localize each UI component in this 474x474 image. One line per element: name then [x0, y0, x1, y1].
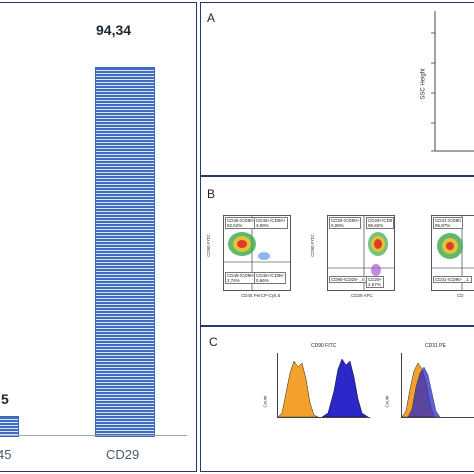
gate-ul-2: CD29-/CD90+ 0,08% [329, 217, 362, 229]
histogram-2-title: CD31 PE [425, 343, 446, 349]
dot-plot-cd29-cd90: CD29-/CD90+ 0,08% CD29+/CD9 96,92% CD90-… [327, 215, 395, 291]
ssc-height-label: SSC Height [420, 68, 427, 100]
gate-ur-2: CD29+/CD9 96,92% [366, 217, 395, 229]
histogram-1-title: CD90 FITC [311, 343, 337, 349]
scatter-axes [431, 11, 474, 152]
dot-plot-2-x-label: CD29 APC [351, 293, 373, 298]
gate-ur-1: CD45+/CD90+ 3,99% [254, 217, 288, 229]
dot-plot-cd31-cd90: CD31-/CD90 95,87% CD31-/CD90- , 1, [431, 215, 474, 291]
cd29-bar-value: 94,34 [96, 22, 132, 38]
panel-c: C CD90 FITC Count CD31 PE Count [200, 326, 474, 472]
dot-plot-1-y-label: CD90 FITC [205, 234, 211, 257]
dot-plot-2-y-label: CD90 FITC [309, 234, 315, 257]
histogram-2-y-label: Count [384, 395, 390, 408]
x-axis-line [0, 435, 187, 436]
cd45-bar [0, 415, 19, 437]
cd45-bar-value: 5 [1, 391, 9, 407]
panel-a-letter: A [207, 11, 216, 25]
cd29-category-label: CD29 [106, 447, 140, 462]
panel-c-letter: C [209, 335, 218, 349]
gate-ul-1: CD45-/CD90+ 92,62% [225, 217, 258, 229]
panel-b: B CD45-/CD90+ 92,62% CD45+/CD90+ 3,99% C… [200, 176, 474, 326]
dot-plot-cd45-cd90: CD45-/CD90+ 92,62% CD45+/CD90+ 3,99% CD4… [223, 215, 291, 291]
gate-ul-3: CD31-/CD90 95,87% [433, 217, 463, 229]
histogram-cd90 [277, 353, 370, 418]
bar-chart-panel: 94,34 5 45 CD29 [0, 2, 197, 472]
histogram-1-y-label: Count [262, 395, 268, 408]
cd29-bar [95, 67, 155, 437]
gate-lr-2: CD29+ 2,67% [366, 276, 385, 288]
panel-a: A SSC Height [200, 2, 474, 176]
panel-b-letter: B [207, 187, 216, 201]
gate-ll-3: CD31-/CD90- , 1, [433, 276, 472, 283]
dot-plot-3-x-label: CD [457, 293, 464, 298]
gate-lr-1: CD45+/CD90- 0,66% [254, 272, 287, 284]
cd45-category-label: 45 [0, 447, 12, 462]
histogram-cd31 [401, 353, 474, 418]
dot-plot-1-x-label: CD45 PerCP-Cy5.5 [241, 293, 281, 298]
gate-ll-1: CD45-/CD90- 2,74% [225, 272, 257, 284]
